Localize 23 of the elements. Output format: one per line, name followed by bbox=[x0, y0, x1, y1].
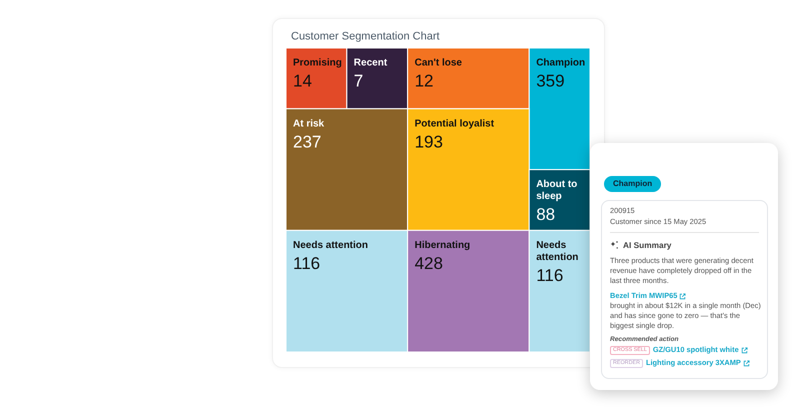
text: Customer Segmentation Chart bbox=[291, 30, 440, 42]
data-label: 12 bbox=[414, 72, 434, 90]
category-label: Needs attention bbox=[293, 240, 368, 251]
data-label: 7 bbox=[354, 72, 364, 90]
category-label: Needs attention bbox=[536, 240, 578, 263]
category-label: At risk bbox=[293, 118, 325, 130]
data-label: 428 bbox=[414, 254, 443, 273]
data-label: 116 bbox=[293, 254, 320, 273]
text: AI Summary bbox=[623, 240, 672, 250]
data-label: 193 bbox=[414, 132, 443, 152]
data-label: 116 bbox=[536, 266, 564, 285]
category-label: Recent bbox=[354, 58, 388, 68]
data-label: 88 bbox=[536, 205, 556, 224]
category-label: Promising bbox=[293, 58, 342, 68]
text: Champion bbox=[604, 176, 662, 192]
data-label: 359 bbox=[536, 72, 565, 90]
data-label: 14 bbox=[293, 72, 312, 90]
category-label: Champion bbox=[536, 58, 586, 68]
category-label: About to sleep bbox=[536, 179, 578, 202]
category-label: Can't lose bbox=[414, 58, 462, 68]
data-label: 237 bbox=[293, 132, 322, 152]
category-label: Hibernating bbox=[414, 240, 470, 251]
category-label: Potential loyalist bbox=[414, 118, 495, 130]
